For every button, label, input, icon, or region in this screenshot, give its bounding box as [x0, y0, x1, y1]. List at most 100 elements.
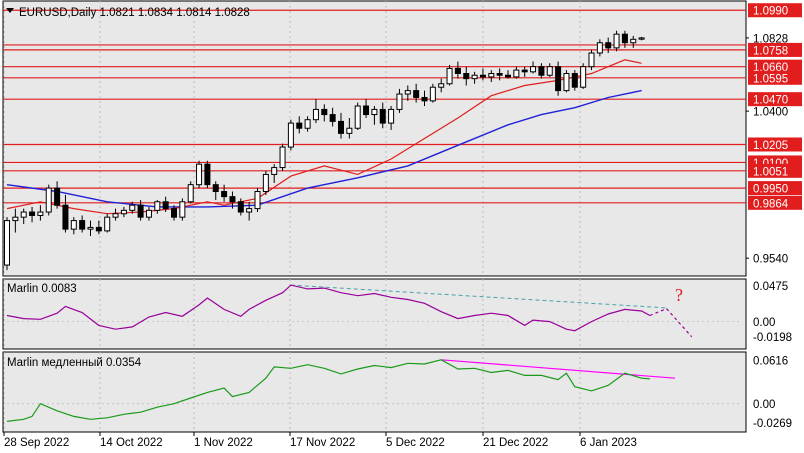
date-axis-label: 28 Sep 2022 — [4, 437, 69, 449]
price-label-bg — [748, 42, 802, 57]
candle-body — [162, 201, 169, 210]
price-label-bg — [748, 195, 802, 210]
candle-body — [312, 108, 319, 121]
candle-body — [638, 37, 645, 40]
candle-body — [546, 66, 553, 76]
candle-body — [171, 208, 177, 218]
marlin-slow-line — [6, 359, 650, 422]
price-label-bg — [748, 163, 802, 178]
marlin-axis-label: 0.0475 — [753, 281, 788, 293]
price-axis-label: 1.0400 — [753, 107, 788, 119]
candle-body — [187, 184, 194, 203]
candle-body — [471, 74, 478, 80]
candle-body — [196, 163, 203, 186]
candle-body — [137, 204, 144, 218]
candle-body — [237, 201, 244, 213]
candle-body — [613, 33, 620, 49]
candle-body — [296, 122, 303, 129]
candle-body — [580, 66, 587, 88]
candle-body — [12, 216, 19, 222]
price-axis-label: 1.0051 — [753, 166, 788, 178]
price-label-bg — [748, 137, 802, 152]
candle-body — [413, 90, 420, 98]
main-pane — [2, 0, 747, 277]
candle-body — [321, 108, 328, 116]
candle-body — [20, 211, 27, 218]
date-axis-label: 6 Jan 2023 — [580, 437, 637, 449]
marlin-title: Marlin 0.0083 — [7, 283, 77, 295]
marlin-pane — [2, 278, 747, 350]
candle-body — [588, 52, 595, 68]
candle-body — [479, 74, 486, 78]
candle-body — [62, 204, 69, 230]
price-axis-label: 1.0758 — [753, 45, 788, 57]
price-axis-label: 0.9950 — [753, 184, 788, 196]
marlin-axis-label: 0.00 — [753, 317, 775, 329]
marlin-slow-title: Marlin медленный 0.0354 — [7, 357, 142, 369]
candle-body — [271, 167, 278, 175]
candle-body — [54, 187, 61, 206]
candle-body — [371, 108, 378, 116]
price-axis-label: 1.0828 — [753, 33, 788, 45]
marlin-slow-axis-label: 0.0616 — [753, 356, 788, 368]
candle-body — [363, 105, 370, 116]
candle-body — [4, 220, 10, 266]
candle-body — [287, 122, 294, 148]
candle-body — [571, 73, 578, 88]
candle-body — [530, 66, 537, 73]
candle-body — [538, 66, 545, 76]
candle-body — [555, 66, 562, 92]
candle-body — [513, 69, 520, 78]
candle-body — [45, 187, 52, 213]
candle-body — [446, 67, 453, 85]
symbol-title: EURUSD,Daily 1.0821 1.0834 1.0814 1.0828 — [19, 7, 250, 19]
dropdown-arrow-icon — [6, 8, 14, 13]
candle-body — [354, 105, 361, 129]
candle-body — [254, 191, 261, 210]
candle-body — [145, 209, 152, 218]
candle-body — [95, 226, 102, 232]
candle-body — [279, 146, 286, 169]
price-label-bg — [748, 59, 802, 74]
marlin-axis-label: -0.0198 — [753, 332, 792, 344]
candle-body — [563, 73, 570, 92]
candle-body — [154, 201, 161, 211]
candle-body — [429, 86, 436, 102]
candle-body — [221, 191, 228, 198]
question-mark-annotation: ? — [675, 285, 683, 305]
candle-body — [304, 119, 311, 129]
candle-body — [120, 209, 127, 215]
candle-body — [212, 184, 219, 193]
candle-body — [112, 213, 119, 218]
candle-body — [488, 73, 495, 78]
candle-body — [379, 108, 386, 124]
candle-body — [229, 196, 236, 203]
candle-body — [329, 114, 336, 122]
candle-body — [605, 42, 612, 49]
candle-body — [37, 211, 44, 216]
candle-body — [179, 201, 186, 218]
candle-body — [79, 220, 86, 230]
candle-body — [496, 73, 503, 76]
price-axis-label: 1.0595 — [753, 73, 788, 85]
candle-body — [29, 211, 36, 216]
candle-body — [421, 96, 428, 102]
ma-slow-line — [6, 89, 642, 208]
candle-body — [621, 33, 628, 44]
date-axis-label: 1 Nov 2022 — [194, 437, 253, 449]
candle-body — [129, 204, 136, 211]
candle-body — [338, 120, 344, 134]
date-axis-label: 21 Dec 2022 — [483, 437, 548, 449]
price-axis-label: 0.9864 — [753, 198, 789, 210]
candle-body — [87, 226, 94, 230]
marlin-slow-axis-label: 0.00 — [753, 399, 775, 411]
date-axis-label: 5 Dec 2022 — [386, 437, 445, 449]
candle-body — [70, 220, 77, 230]
candle-body — [438, 83, 445, 88]
marlin-projection-line — [649, 307, 693, 338]
candle-body — [246, 208, 253, 213]
price-label-bg — [748, 181, 802, 196]
candle-body — [104, 216, 111, 232]
